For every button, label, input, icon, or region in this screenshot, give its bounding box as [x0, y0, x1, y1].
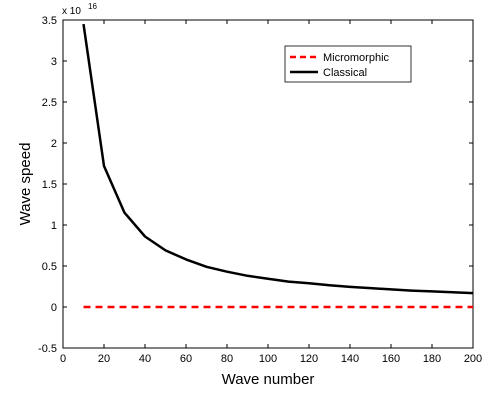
x-tick-label: 100: [259, 353, 277, 365]
y-tick-label: 2: [51, 138, 57, 150]
x-tick-label: 0: [60, 353, 66, 365]
legend: Micromorphic Classical: [284, 45, 412, 83]
y-axis-label: Wave speed: [17, 143, 34, 226]
x-tick-label: 80: [221, 353, 233, 365]
y-tick-label: 1: [51, 220, 57, 232]
x-tick-label: 180: [423, 353, 441, 365]
y-tick-label: 2.5: [42, 97, 57, 109]
x-tick-label: 160: [382, 353, 400, 365]
y-scale-exponent: 16: [88, 2, 97, 11]
series-line-classical: [82, 23, 474, 295]
series-layer: [82, 23, 474, 309]
legend-box: [284, 45, 412, 83]
y-scale-multiplier: x 10: [62, 6, 81, 17]
plot-area: [62, 19, 474, 349]
legend-label-classical: Classical: [323, 67, 367, 79]
x-axis-label: Wave number: [222, 371, 315, 388]
y-tick-label: 0.5: [42, 261, 57, 273]
y-axis-ticks: -0.5 0 0.5 1 1.5 2 2.5 3 3.5: [38, 15, 473, 355]
x-tick-label: 200: [464, 353, 482, 365]
y-tick-label: -0.5: [38, 343, 57, 355]
x-tick-label: 20: [98, 353, 110, 365]
y-tick-label: 1.5: [42, 179, 57, 191]
y-tick-label: 3.5: [42, 15, 57, 27]
x-axis-ticks: 0 20 40 60 80 100 120 140 160 180 200: [60, 20, 482, 365]
x-tick-label: 120: [300, 353, 318, 365]
y-tick-label: 0: [51, 302, 57, 314]
x-tick-label: 40: [139, 353, 151, 365]
y-tick-label: 3: [51, 56, 57, 68]
x-tick-label: 60: [180, 353, 192, 365]
legend-label-micromorphic: Micromorphic: [323, 52, 390, 64]
x-tick-label: 140: [341, 353, 359, 365]
